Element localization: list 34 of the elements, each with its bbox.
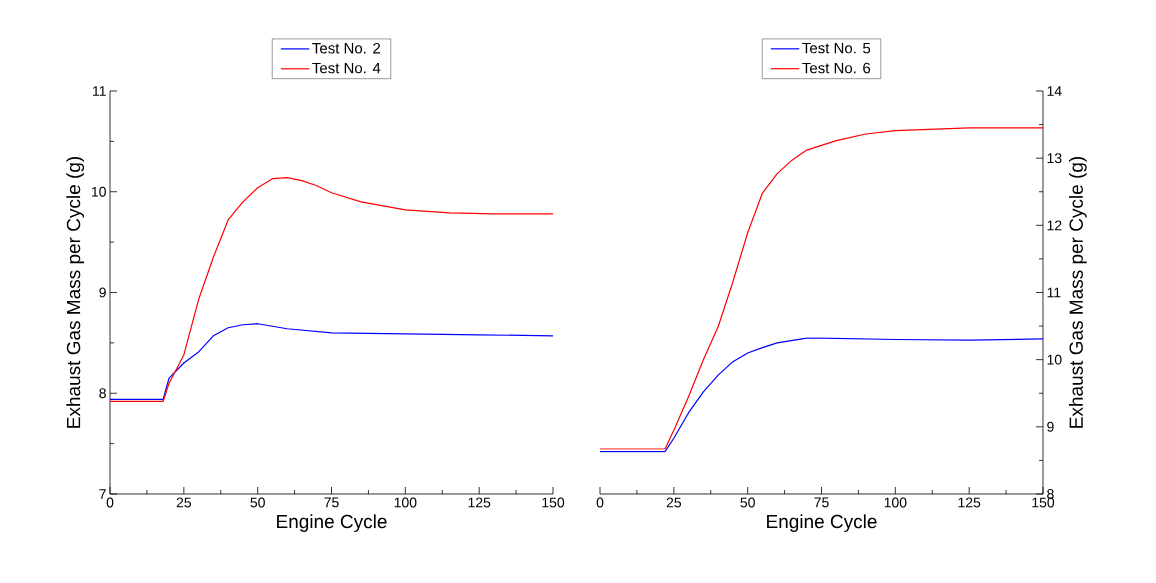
y-tick-label: 11 — [93, 86, 106, 96]
x-tick-label: 125 — [958, 497, 981, 508]
y2-tick-label: 10 — [1047, 354, 1062, 365]
y-tick-label: 7 — [99, 489, 106, 499]
y2-tick-label: 12 — [1047, 220, 1062, 231]
y2-tick-label: 8 — [1047, 489, 1054, 499]
y2-tick-label: 11 — [1047, 287, 1061, 298]
y-tick-label: 8 — [99, 388, 106, 399]
y-axis-title: Exhaust Gas Mass per Cycle (g) — [66, 156, 85, 428]
x-tick-label: 25 — [176, 497, 192, 508]
x-tick-label: 100 — [884, 497, 907, 508]
x-tick-label: 150 — [1032, 497, 1055, 508]
x-tick-label: 0 — [106, 497, 114, 508]
x-tick-label: 100 — [394, 497, 417, 508]
y2-tick-label: 9 — [1047, 421, 1054, 432]
x-tick-label: 75 — [814, 497, 829, 508]
y2-tick-label: 14 — [1047, 86, 1062, 96]
x-axis-title: Engine Cycle — [767, 514, 877, 532]
x-tick-label: 0 — [596, 497, 604, 508]
x-tick-label: 50 — [250, 497, 265, 508]
y2-tick-label: 13 — [1047, 153, 1062, 164]
x-axis-title: Engine Cycle — [277, 514, 387, 532]
y2-axis-title: Exhaust Gas Mass per Cycle (g) — [1068, 156, 1087, 428]
x-tick-label: 150 — [542, 497, 565, 508]
legend-label: Test No. 5 — [802, 42, 871, 54]
legend-label: Test No. 4 — [312, 62, 381, 74]
x-tick-label: 25 — [666, 497, 682, 508]
y-tick-label: 9 — [99, 287, 106, 298]
x-tick-label: 75 — [324, 497, 339, 508]
legend-label: Test No. 6 — [802, 62, 871, 74]
legend-label: Test No. 2 — [312, 42, 381, 54]
x-tick-label: 50 — [740, 497, 755, 508]
x-tick-label: 125 — [468, 497, 491, 508]
y-tick-label: 10 — [91, 186, 106, 197]
